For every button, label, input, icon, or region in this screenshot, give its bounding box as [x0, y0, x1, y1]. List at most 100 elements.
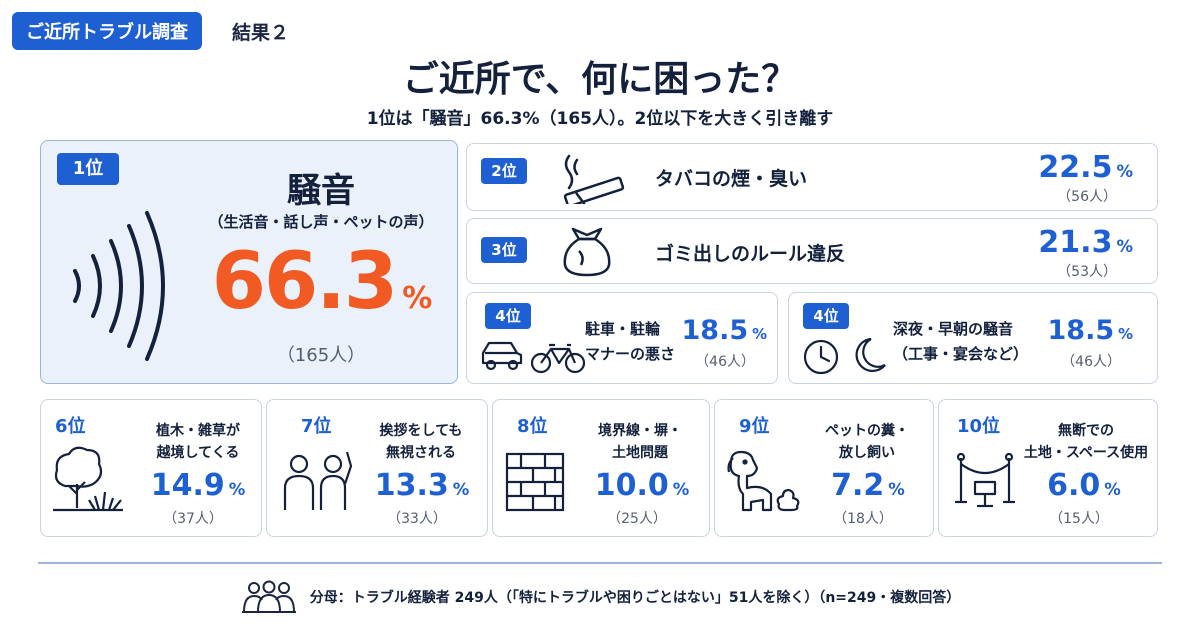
- rank-6-count: （37人）: [163, 511, 223, 527]
- rank-10-label-line-1: 無断での: [1058, 423, 1114, 439]
- rank-3-unit: %: [1116, 237, 1133, 256]
- rank-3-value: 21.3%: [1038, 225, 1133, 260]
- rank-badge: 2位: [481, 158, 527, 184]
- rank-8-value: 10.0%: [577, 468, 707, 503]
- rank-1-label: 騒音: [287, 171, 355, 211]
- rank-4a-unit: %: [752, 325, 767, 343]
- rank-card-1: 1位 騒音 （生活音・話し声・ペットの声） 66.3% （165人）: [40, 140, 458, 384]
- rank-8-label-line-2: 土地問題: [612, 445, 668, 461]
- rank-4b-label-line-1: 深夜・早朝の騒音: [893, 320, 1014, 338]
- rank-badge: 1位: [57, 153, 119, 185]
- rank-4a-label-line-2: マナーの悪さ: [585, 345, 676, 363]
- rank-7-value: 13.3%: [357, 468, 487, 503]
- rank-7-label-line-2: 無視される: [386, 445, 456, 461]
- brick-wall-icon: [505, 452, 565, 512]
- rank-1-value-number: 66.3: [211, 237, 398, 327]
- rank-6-unit: %: [228, 480, 246, 499]
- car-bicycle-icon: [479, 335, 589, 375]
- rank-10-label: 無断での 土地・スペース使用: [1017, 420, 1155, 464]
- rank-10-label-line-2: 土地・スペース使用: [1023, 445, 1149, 461]
- rank-card-4a: 4位 駐車・駐輪 マナーの悪さ 18.5% （46人）: [466, 292, 778, 384]
- rank-9-label-line-1: ペットの糞・: [825, 423, 909, 439]
- rank-9-unit: %: [888, 480, 905, 499]
- rank-badge: 10位: [957, 416, 1001, 437]
- rank-10-unit: %: [1104, 480, 1121, 499]
- rank-4b-label: 深夜・早朝の騒音 （工事・宴会など）: [893, 317, 1028, 367]
- rank-6-label-line-1: 植木・雑草が: [156, 423, 240, 439]
- rank-card-7: 7位 挨拶をしても 無視される 13.3% （33人）: [266, 399, 488, 537]
- rank-badge: 9位: [739, 416, 770, 437]
- rank-card-4b: 4位 深夜・早朝の騒音 （工事・宴会など） 18.5% （46人）: [788, 292, 1158, 384]
- rank-9-value-number: 7.2: [831, 468, 885, 503]
- rank-card-9: 9位 ペットの糞・ 放し飼い 7.2% （18人）: [714, 399, 934, 537]
- rank-3-value-number: 21.3: [1038, 225, 1113, 260]
- group-icon: [240, 580, 298, 614]
- rank-card-3: 3位 ゴミ出しのルール違反 21.3% （53人）: [466, 218, 1158, 284]
- rank-7-label: 挨拶をしても 無視される: [361, 420, 481, 464]
- rank-4a-value: 18.5%: [682, 315, 768, 346]
- rank-badge: 4位: [485, 303, 531, 329]
- rank-9-label: ペットの糞・ 放し飼い: [807, 420, 927, 464]
- rank-8-unit: %: [672, 480, 690, 499]
- rank-8-value-number: 10.0: [594, 468, 669, 503]
- rank-6-label: 植木・雑草が 越境してくる: [139, 420, 257, 464]
- result-tag: 結果２: [232, 22, 290, 44]
- clock-moon-icon: [801, 333, 891, 377]
- rank-2-value: 22.5%: [1038, 150, 1133, 185]
- garbage-bag-icon: [559, 225, 615, 279]
- rank-8-label-line-1: 境界線・塀・: [598, 423, 682, 439]
- footer-text: 分母：トラブル経験者 249人（「特にトラブルや困りごとはない」51人を除く）（…: [309, 590, 961, 606]
- people-icon: [281, 448, 355, 514]
- rank-6-label-line-2: 越境してくる: [156, 445, 240, 461]
- dog-icon: [723, 448, 803, 514]
- sound-waves-icon: [65, 211, 185, 361]
- rank-card-10: 10位 無断での 土地・スペース使用 6.0% （15人）: [938, 399, 1158, 537]
- rank-10-count: （15人）: [1049, 511, 1109, 527]
- rank-badge: 4位: [803, 303, 849, 329]
- rank-6-value-number: 14.9: [150, 468, 225, 503]
- rank-card-2: 2位 タバコの煙・臭い 22.5% （56人）: [466, 143, 1158, 211]
- rank-10-value: 6.0%: [1019, 468, 1149, 503]
- rank-7-unit: %: [452, 480, 470, 499]
- rank-4b-unit: %: [1118, 325, 1133, 343]
- cigarette-icon: [555, 152, 627, 204]
- rank-2-label: タバコの煙・臭い: [655, 168, 808, 190]
- rank-6-value: 14.9%: [133, 468, 263, 503]
- rank-4a-value-number: 18.5: [681, 315, 749, 346]
- rank-badge: 6位: [55, 416, 86, 437]
- rank-4b-value-number: 18.5: [1047, 315, 1115, 346]
- rank-1-sublabel: （生活音・話し声・ペットの声）: [208, 213, 434, 231]
- rank-2-count: （56人）: [1057, 189, 1117, 205]
- page-title: ご近所で、何に困った？: [402, 59, 798, 100]
- rank-3-label: ゴミ出しのルール違反: [655, 243, 846, 265]
- rank-4a-label-line-1: 駐車・駐輪: [585, 320, 661, 338]
- rope-barrier-icon: [953, 452, 1017, 508]
- rank-8-label: 境界線・塀・ 土地問題: [581, 420, 699, 464]
- lead-text: 1位は「騒音」66.3%（165人）。2位以下を大きく引き離す: [366, 109, 834, 129]
- rank-9-value: 7.2%: [803, 468, 933, 503]
- rank-4b-count: （46人）: [1061, 354, 1121, 370]
- rank-2-value-number: 22.5: [1038, 150, 1113, 185]
- rank-2-unit: %: [1116, 162, 1133, 181]
- rank-4b-label-line-2: （工事・宴会など）: [893, 345, 1029, 363]
- rank-4b-value: 18.5%: [1048, 315, 1134, 346]
- rank-9-count: （18人）: [833, 511, 893, 527]
- rank-badge: 3位: [481, 237, 527, 263]
- footer-divider: [38, 562, 1162, 564]
- footer-note: 分母：トラブル経験者 249人（「特にトラブルや困りごとはない」51人を除く）（…: [0, 580, 1200, 614]
- rank-badge: 7位: [301, 416, 332, 437]
- rank-9-label-line-2: 放し飼い: [839, 445, 895, 461]
- rank-1-value: 66.3%: [191, 237, 451, 327]
- tree-grass-icon: [51, 444, 125, 516]
- rank-10-value-number: 6.0: [1047, 468, 1101, 503]
- rank-3-count: （53人）: [1057, 264, 1117, 280]
- rank-7-value-number: 13.3: [374, 468, 449, 503]
- rank-4a-count: （46人）: [695, 354, 755, 370]
- survey-badge: ご近所トラブル調査: [12, 12, 202, 50]
- rank-8-count: （25人）: [607, 511, 667, 527]
- rank-card-6: 6位 植木・雑草が 越境してくる 14.9% （37人）: [40, 399, 262, 537]
- rank-1-unit: %: [402, 281, 432, 316]
- rank-badge: 8位: [517, 416, 548, 437]
- rank-1-count: （165人）: [276, 345, 366, 366]
- rank-7-label-line-1: 挨拶をしても: [379, 423, 463, 439]
